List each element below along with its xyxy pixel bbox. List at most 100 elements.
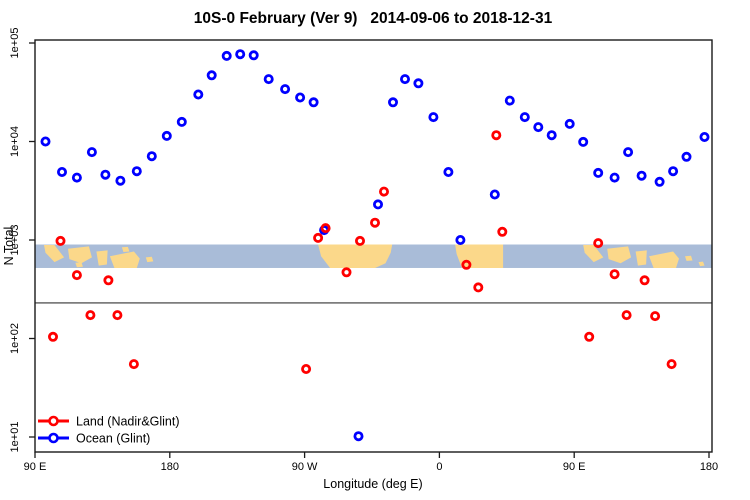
x-tick-label: 90 E [563,461,586,473]
point-ocean [161,130,172,141]
land-new-guinea-west [109,251,140,268]
point-ocean [372,199,383,210]
point-ocean [40,136,51,147]
x-tick-label: 0 [436,461,442,473]
land-sumatra-west [44,245,65,263]
point-ocean [280,84,291,95]
point-land [55,235,66,246]
chart-title: 10S-0 February (Ver 9) 2014-09-06 to 201… [194,10,553,27]
point-ocean [193,89,204,100]
data-points [40,49,710,442]
y-tick-label: 1e+02 [9,323,21,354]
point-ocean [593,167,604,178]
point-land [497,226,508,237]
y-tick-label: 1e+03 [9,225,21,256]
land-island-speck-d [685,255,693,261]
point-ocean [248,50,259,61]
point-land [650,311,661,322]
point-ocean [146,151,157,162]
point-land [341,267,352,278]
point-land [461,259,472,270]
land-new-guinea-east [649,251,679,268]
point-ocean [699,131,710,142]
point-ocean [71,172,82,183]
legend-item-land: Land (Nadir&Glint) [38,415,180,429]
point-ocean [176,116,187,127]
point-ocean [308,97,319,108]
legend-marker-icon [48,432,59,444]
point-ocean [295,92,306,103]
point-land [112,310,123,321]
point-ocean [235,49,246,60]
land-island-speck-c [145,256,154,263]
land-sulawesi-west [96,250,108,266]
y-axis-label: N Total [2,227,16,266]
point-ocean [519,112,530,123]
point-land [48,331,59,342]
point-ocean [413,78,424,89]
point-land [320,223,331,234]
x-axis-label: Longitude (deg E) [323,477,422,491]
point-land [621,310,632,321]
point-ocean [489,189,500,200]
x-tick-label: 180 [700,461,718,473]
legend-label: Land (Nadir&Glint) [76,415,180,429]
point-ocean [86,147,97,158]
point-land [354,235,365,246]
point-ocean [57,166,68,177]
point-ocean [221,50,232,61]
point-land [313,232,324,243]
point-land [584,331,595,342]
point-ocean [353,431,364,442]
land-borneo-west [68,246,92,264]
y-axis: 1e+05 1e+04 1e+03 1e+02 1e+01 [9,28,35,453]
point-ocean [681,151,692,162]
point-ocean [387,97,398,108]
point-land [593,238,604,249]
point-ocean [654,176,665,187]
legend: Land (Nadir&Glint) Ocean (Glint) [38,415,180,446]
y-tick-label: 1e+05 [9,28,21,59]
point-ocean [131,166,142,177]
point-land [666,359,677,370]
plot-border [34,39,713,453]
point-ocean [533,122,544,133]
point-land [85,310,96,321]
point-ocean [609,172,620,183]
point-ocean [206,70,217,81]
point-ocean [115,175,126,186]
point-ocean [564,118,575,129]
legend-item-ocean: Ocean (Glint) [38,432,150,446]
point-ocean [455,234,466,245]
land-south-america [318,244,393,268]
point-land [491,130,502,141]
point-ocean [623,147,634,158]
point-ocean [399,74,410,85]
point-ocean [636,170,647,181]
y-tick-label: 1e+04 [9,126,21,157]
y-tick-label: 1e+01 [9,422,21,453]
point-land [609,269,620,280]
x-axis: 90 E 180 90 W 0 90 E 180 [24,452,718,473]
point-ocean [263,74,274,85]
point-ocean [443,166,454,177]
legend-marker-icon [48,415,59,427]
point-ocean [504,95,515,106]
land-island-speck-a [75,262,83,268]
point-land [639,275,650,286]
point-ocean [546,130,557,141]
point-land [103,275,114,286]
point-ocean [578,136,589,147]
point-land [369,217,380,228]
point-ocean [428,112,439,123]
point-ocean [100,169,111,180]
land-sulawesi-east [635,250,647,266]
land-island-speck-e [698,261,705,267]
land-island-speck-b [121,246,130,252]
x-tick-label: 90 W [292,461,318,473]
point-land [473,282,484,293]
point-land [128,359,139,370]
point-ocean [668,166,679,177]
